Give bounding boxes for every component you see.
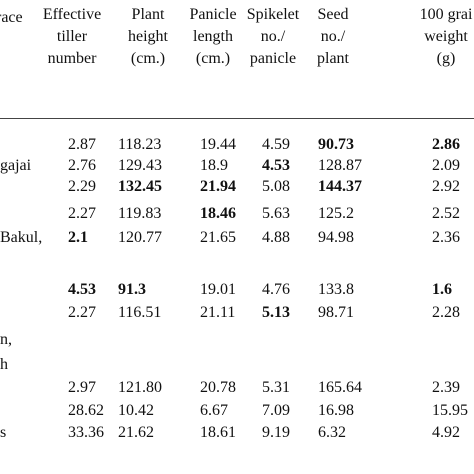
stub-header: race (0, 9, 23, 26)
cell: 121.80 (118, 379, 162, 396)
cell: 20.78 (200, 379, 236, 396)
column-header: Panicle (189, 6, 237, 23)
cell: 6.67 (200, 402, 228, 419)
cell: 2.27 (68, 304, 96, 321)
row-label: s (0, 424, 7, 441)
column-header: height (128, 28, 168, 45)
cell: 2.1 (68, 229, 88, 246)
cell: 1.6 (432, 281, 452, 298)
cell: 165.64 (318, 379, 362, 396)
cell: 21.62 (118, 424, 154, 441)
cell: 21.11 (200, 304, 236, 321)
cell: 98.71 (318, 304, 354, 321)
cell: 4.76 (262, 281, 290, 298)
cell: 4.53 (68, 281, 96, 298)
column-header: length (193, 28, 233, 45)
column-header: 100 grai (419, 6, 473, 23)
cell: 18.46 (200, 205, 236, 222)
cell: 133.8 (318, 281, 354, 298)
cell: 129.43 (118, 157, 162, 174)
cell: 16.98 (318, 402, 354, 419)
cell: 4.88 (262, 229, 290, 246)
cell: 9.19 (262, 424, 290, 441)
cell: 120.77 (118, 229, 162, 246)
cell: 119.83 (118, 205, 162, 222)
cell: 5.63 (262, 205, 290, 222)
cell: 118.23 (118, 136, 162, 153)
cell: 116.51 (118, 304, 162, 321)
cell: 2.86 (432, 136, 460, 153)
cell: 2.76 (68, 157, 96, 174)
column-header: Spikelet (246, 6, 300, 23)
cell: 5.31 (262, 379, 290, 396)
cell: 18.61 (200, 424, 236, 441)
column-header: Seed (317, 6, 349, 23)
cell: 91.3 (118, 281, 146, 298)
cell: 21.65 (200, 229, 236, 246)
cell: 5.13 (262, 304, 290, 321)
column-header: weight (424, 28, 468, 45)
cell: 2.92 (432, 178, 460, 195)
cell: 28.62 (68, 402, 104, 419)
column-header: Plant (131, 6, 165, 23)
row-label: gajai (0, 157, 32, 174)
column-header: no./ (320, 28, 346, 45)
cell: 21.94 (200, 178, 236, 195)
header-rule (0, 118, 474, 119)
cell: 125.2 (318, 205, 354, 222)
cell: 2.29 (68, 178, 96, 195)
cell: 144.37 (318, 178, 362, 195)
row-label: h (0, 356, 8, 373)
cell: 7.09 (262, 402, 290, 419)
cell: 2.36 (432, 229, 460, 246)
column-header: no./ (260, 28, 286, 45)
cell: 4.59 (262, 136, 290, 153)
cell: 90.73 (318, 136, 354, 153)
column-header: panicle (249, 50, 297, 67)
cell: 2.27 (68, 205, 96, 222)
row-label: n, (0, 331, 12, 348)
cell: 19.01 (200, 281, 236, 298)
row-label: Bakul, (0, 229, 43, 246)
cell: 2.09 (432, 157, 460, 174)
column-header: number (47, 50, 97, 67)
cell: 128.87 (318, 157, 362, 174)
cell: 33.36 (68, 424, 104, 441)
cell: 15.95 (432, 402, 468, 419)
cell: 2.52 (432, 205, 460, 222)
cell: 6.32 (318, 424, 346, 441)
cell: 5.08 (262, 178, 290, 195)
cell: 18.9 (200, 157, 228, 174)
cell: 2.28 (432, 304, 460, 321)
column-header: Effective (42, 6, 102, 23)
column-header: (cm.) (195, 50, 231, 67)
cell: 132.45 (118, 178, 162, 195)
cell: 4.92 (432, 424, 460, 441)
column-header: (g) (436, 50, 456, 67)
cell: 2.97 (68, 379, 96, 396)
cell: 2.87 (68, 136, 96, 153)
cell: 10.42 (118, 402, 154, 419)
cell: 2.39 (432, 379, 460, 396)
cell: 19.44 (200, 136, 236, 153)
cell: 94.98 (318, 229, 354, 246)
column-header: tiller (56, 28, 88, 45)
cell: 4.53 (262, 157, 290, 174)
column-header: (cm.) (130, 50, 166, 67)
column-header: plant (317, 50, 349, 67)
